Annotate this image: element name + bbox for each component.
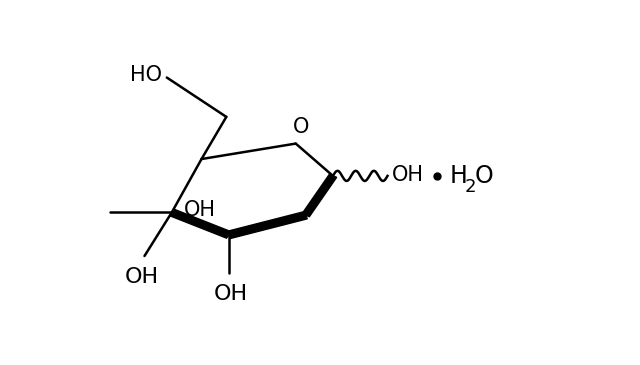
Text: HO: HO xyxy=(130,65,162,85)
Text: O: O xyxy=(474,164,493,188)
Polygon shape xyxy=(170,209,231,238)
Polygon shape xyxy=(227,212,307,238)
Text: OH: OH xyxy=(392,165,424,185)
Text: O: O xyxy=(292,118,309,137)
Text: OH: OH xyxy=(214,284,248,304)
Text: H: H xyxy=(449,164,467,188)
Text: 2: 2 xyxy=(465,178,476,196)
Polygon shape xyxy=(302,174,337,217)
Text: OH: OH xyxy=(125,267,159,287)
Text: OH: OH xyxy=(184,200,216,220)
